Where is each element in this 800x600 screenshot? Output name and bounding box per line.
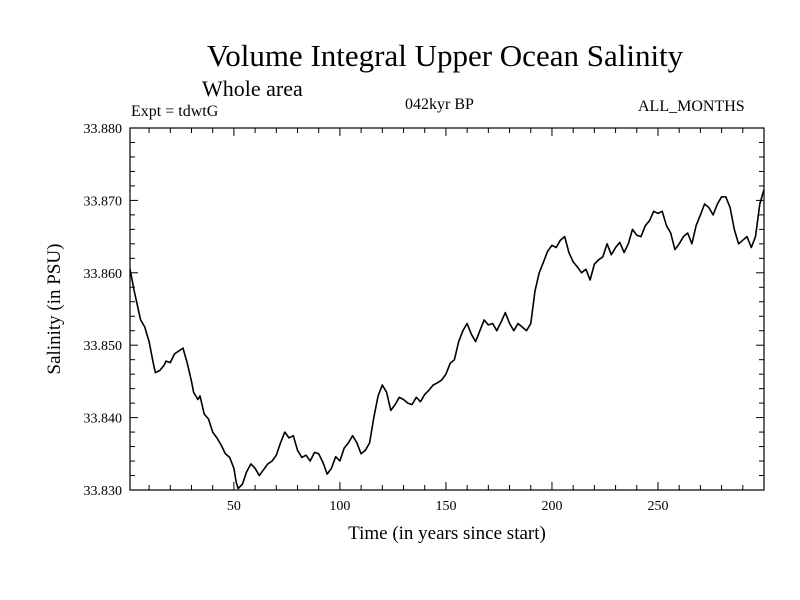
x-tick-label: 100 — [329, 499, 350, 514]
experiment-label: Expt = tdwtG — [131, 103, 219, 120]
months-label: ALL_MONTHS — [638, 98, 745, 115]
y-tick-label: 33.870 — [84, 194, 123, 209]
x-axis-title: Time (in years since start) — [348, 523, 546, 544]
x-tick-label: 250 — [647, 499, 668, 514]
y-tick-label: 33.830 — [84, 484, 123, 499]
tick-labels: 50 100 150 200 250 33.830 33.840 33.850 33.860 33… — [84, 122, 669, 514]
y-axis-title: Salinity (in PSU) — [44, 244, 65, 375]
salinity-series-line — [129, 189, 765, 490]
period-label: 042kyr BP — [405, 96, 474, 113]
chart-title: Volume Integral Upper Ocean Salinity — [206, 38, 684, 73]
y-tick-label: 33.850 — [84, 339, 123, 354]
axis-ticks — [130, 127, 764, 491]
x-tick-label: 150 — [435, 499, 456, 514]
y-tick-label: 33.880 — [84, 122, 123, 137]
x-tick-label: 50 — [227, 499, 241, 514]
plot-frame — [129, 127, 765, 491]
x-tick-label: 200 — [541, 499, 562, 514]
y-tick-label: 33.860 — [84, 267, 123, 282]
chart-subtitle: Whole area — [202, 76, 303, 101]
y-tick-label: 33.840 — [84, 412, 123, 427]
